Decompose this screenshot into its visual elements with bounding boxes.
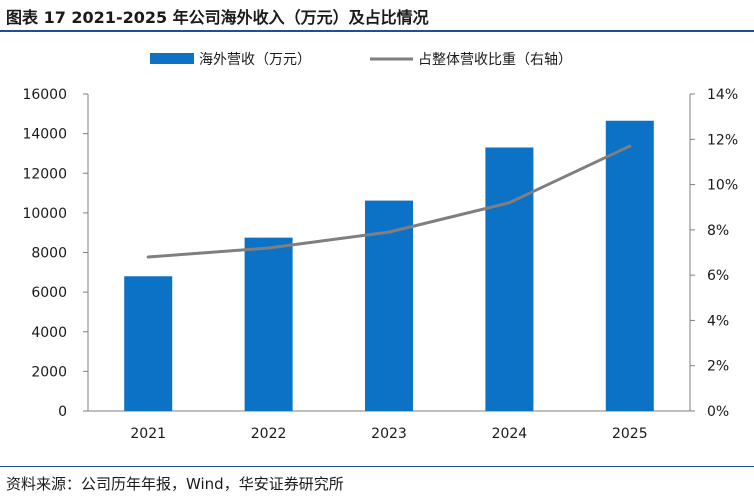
y-left-tick-label: 16000 — [22, 87, 67, 103]
y-left-tick-label: 8000 — [31, 246, 67, 262]
y-left-tick-label: 12000 — [22, 166, 67, 182]
y-right-tick-label: 10% — [707, 178, 738, 194]
share-point-2022 — [267, 246, 271, 250]
bar-2021 — [124, 276, 173, 411]
bar-2024 — [485, 147, 534, 411]
y-right-tick-label: 12% — [707, 132, 738, 148]
y-right-tick-label: 2% — [707, 359, 729, 375]
x-tick-label: 2022 — [251, 426, 287, 442]
y-right-tick-label: 8% — [707, 223, 729, 239]
page-title: 图表 17 2021-2025 年公司海外收入（万元）及占比情况 — [6, 8, 429, 27]
x-tick-label: 2025 — [612, 426, 648, 442]
title-rule — [0, 30, 754, 32]
y-right-tick-label: 0% — [707, 404, 729, 420]
share-point-2021 — [146, 255, 150, 259]
y-left-tick-label: 14000 — [22, 127, 67, 143]
legend-bar-swatch — [150, 53, 194, 64]
share-point-2024 — [507, 201, 511, 205]
y-left-tick-label: 2000 — [31, 364, 67, 380]
source-rule — [0, 466, 754, 467]
chart: 海外营收（万元） 占整体营收比重（右轴） 0 2000 4000 6000 8000 10… — [22, 52, 738, 442]
line-series — [146, 144, 632, 259]
y-left-tick-label: 6000 — [31, 285, 67, 301]
legend: 海外营收（万元） 占整体营收比重（右轴） — [150, 52, 572, 68]
share-point-2023 — [387, 230, 391, 234]
bar-2022 — [244, 237, 293, 411]
bar-2025 — [605, 120, 654, 411]
x-tick-label: 2021 — [130, 426, 166, 442]
y-right-tick-label: 14% — [707, 87, 738, 103]
y-right-tick-label: 4% — [707, 313, 729, 329]
legend-bar-label: 海外营收（万元） — [199, 52, 311, 68]
share-point-2025 — [628, 144, 632, 148]
y-left-tick-label: 0 — [58, 404, 67, 420]
x-tick-label: 2024 — [492, 426, 528, 442]
y-left-tick-label: 4000 — [31, 325, 67, 341]
source-note: 资料来源：公司历年年报，Wind，华安证券研究所 — [6, 475, 344, 493]
y-right-tick-label: 6% — [707, 268, 729, 284]
tick-labels: 0 2000 4000 6000 8000 10000 12000 14000 16000 0% 2… — [22, 87, 738, 442]
legend-line-label: 占整体营收比重（右轴） — [418, 52, 572, 68]
bar-series — [124, 120, 654, 411]
x-tick-label: 2023 — [371, 426, 407, 442]
y-left-tick-label: 10000 — [22, 206, 67, 222]
